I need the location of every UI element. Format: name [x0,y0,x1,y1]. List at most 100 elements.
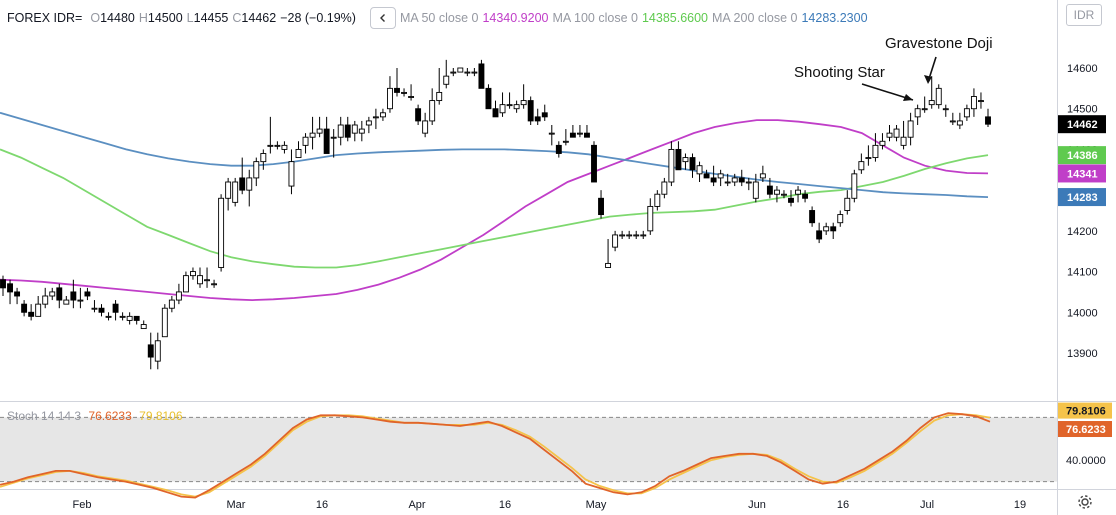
candle-body [429,100,436,122]
candle-body [337,124,344,138]
candle-body [344,124,351,138]
candle-body [302,136,309,146]
candle-body [387,87,393,110]
collapse-legend-button[interactable] [369,7,396,29]
shooting-star-arrow [861,83,914,101]
candle-body [837,214,844,224]
symbol-legend: FOREX IDR= O 14480 H 14500 L 14455 C 14462 −… [7,7,872,29]
price-label-bg [1058,188,1106,207]
candle-body [21,303,28,313]
candle-body [316,128,323,134]
ma200-value: 14283.2300 [801,11,868,25]
price-label-bg [1058,146,1106,165]
candle-body [457,67,464,73]
candle-body [809,210,816,224]
price-label: 14283 [1067,192,1098,204]
price-label: 14462 [1067,119,1098,131]
candle-body [978,100,984,103]
candle-body [190,271,196,277]
symbol-name[interactable]: FOREX IDR= [7,11,83,25]
candle-body [14,291,21,297]
candle-body [548,132,555,135]
candle-body [619,234,626,237]
candle-body [175,291,182,301]
price-label-bg [1058,164,1106,183]
candle-body [576,132,583,135]
currency-button[interactable]: IDR [1066,4,1102,26]
candle-body [415,108,422,122]
price-axis-tick: 14600 [1067,63,1098,75]
candle-body [555,144,562,154]
stoch-label-bg [1058,402,1112,419]
ma50-label[interactable]: MA 50 close 0 [399,11,479,25]
candle-body [569,132,576,138]
candle-body [358,128,365,134]
time-axis-tick: 16 [316,499,328,511]
candle-body [696,165,703,175]
candle-body [288,161,295,187]
high-label: H [138,11,148,25]
time-axis-tick: May [586,499,607,511]
candle-body [872,144,879,159]
candle-body [886,132,893,138]
candle-body [450,71,457,74]
candle-body [309,132,316,138]
candle-body [260,153,267,163]
candle-body [640,234,647,237]
ma50-value: 14340.9200 [482,11,549,25]
candle-body [485,87,492,110]
candle-body [154,340,161,362]
candle-body [851,173,858,199]
ma-line-2 [0,111,989,198]
price-axis-tick: 14200 [1067,226,1098,238]
candle-body [274,144,281,147]
ma200-label[interactable]: MA 200 close 0 [712,11,798,25]
candle-body [323,128,330,154]
candle-body [56,287,63,301]
ma-line-0 [0,119,989,302]
candle-body [126,315,133,321]
gravestone-doji-annotation: Gravestone Doji [885,35,993,52]
stoch-line-1 [0,412,991,499]
candle-body [633,234,640,237]
candle-body [133,315,140,321]
candle-body [204,279,210,282]
candle-body [351,124,358,134]
time-axis-tick: Jul [920,499,934,511]
candle-body [225,181,232,199]
candle-body [788,197,794,203]
low-label: L [186,11,194,25]
candle-body [28,311,35,317]
candle-body [675,148,682,171]
candle-body [168,299,175,309]
candle-body [70,291,77,301]
price-axis-tick: 14500 [1067,104,1098,116]
candle-body [844,197,851,211]
candle-body [858,161,865,171]
high-value: 14500 [147,11,183,25]
candle-body [584,132,590,138]
close-label: C [232,11,242,25]
close-value: 14462 [241,11,277,25]
candle-body [612,234,619,248]
candle-body [499,104,506,114]
gear-icon[interactable] [1076,493,1094,511]
candle-body [42,295,49,305]
candle-body [766,185,773,195]
candle-body [520,100,527,106]
candle-body [77,299,84,302]
stoch-label: 76.6233 [1066,424,1106,436]
stoch-label[interactable]: Stoch 14 14 3 [7,409,82,423]
candle-body [365,120,372,126]
open-value: 14480 [100,11,135,25]
price-label-bg [1058,115,1106,134]
candle-body [0,279,6,289]
candle-body [91,307,98,310]
time-axis-tick: Mar [227,499,246,511]
candle-body [492,108,499,118]
ma100-label[interactable]: MA 100 close 0 [552,11,638,25]
candle-body [422,120,429,134]
candle-body [218,197,225,268]
candle-body [661,181,668,195]
